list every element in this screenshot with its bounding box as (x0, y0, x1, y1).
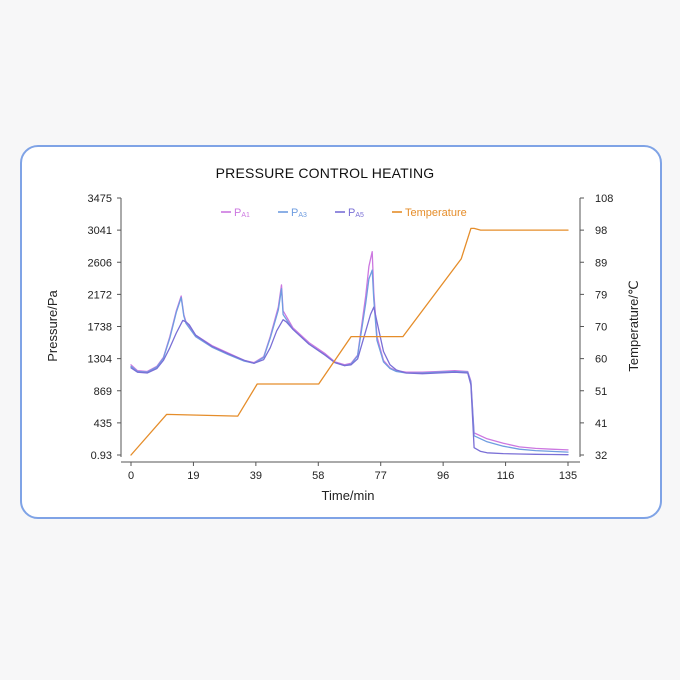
y-tick-label: 1738 (88, 322, 112, 334)
legend-entry-pa3: PA3 (278, 207, 307, 219)
x-tick-label: 96 (437, 470, 449, 482)
legend-label: PA1 (234, 207, 250, 219)
legend-label: PA5 (348, 207, 364, 219)
y2-tick-label: 51 (595, 386, 607, 398)
x-tick-label: 77 (375, 470, 387, 482)
y2-tick-label: 79 (595, 289, 607, 301)
y-tick-label: 2172 (88, 289, 112, 301)
y2-axis-title: Temperature/℃ (626, 280, 641, 371)
series-line-pa5 (130, 306, 569, 456)
y-tick-label: 435 (94, 418, 112, 430)
y2-tick-label: 108 (595, 193, 613, 205)
y2-tick-label: 89 (595, 257, 607, 269)
y2-tick-label: 32 (595, 450, 607, 462)
chart-title: PRESSURE CONTROL HEATING (216, 165, 435, 181)
x-tick-label: 19 (187, 470, 199, 482)
legend-label: PA3 (291, 207, 307, 219)
x-tick-label: 116 (497, 470, 515, 482)
y2-tick-label: 41 (595, 418, 607, 430)
x-axis-title: Time/min (322, 488, 375, 503)
y2-tick-label: 70 (595, 322, 607, 334)
x-tick-label: 0 (128, 470, 134, 482)
y-axis-title: Pressure/Pa (45, 289, 60, 361)
y2-tick-label: 98 (595, 225, 607, 237)
legend-label: Temperature (405, 207, 467, 219)
series-line-pa3 (130, 269, 569, 453)
legend: PA1 PA3 PA5 Temperature (221, 207, 467, 219)
series-line-temperature (130, 227, 569, 456)
y-tick-label: 3041 (88, 225, 112, 237)
y-tick-label: 1304 (88, 354, 112, 366)
y-tick-label: 0.93 (91, 450, 112, 462)
y-tick-label: 2606 (88, 257, 112, 269)
y-tick-label: 3475 (88, 193, 112, 205)
x-tick-label: 58 (312, 470, 324, 482)
axes (120, 198, 581, 463)
y2-tick-label: 60 (595, 354, 607, 366)
legend-entry-temperature: Temperature (392, 207, 467, 219)
ticks: 0.93 435 869 1304 1738 2172 2606 3041 3475 32 41 51… (88, 193, 614, 482)
plot-area (130, 227, 569, 456)
legend-entry-pa5: PA5 (335, 207, 364, 219)
series-line-pa1 (130, 250, 569, 451)
y-tick-label: 869 (94, 386, 112, 398)
x-tick-label: 39 (250, 470, 262, 482)
legend-entry-pa1: PA1 (221, 207, 250, 219)
chart-card (20, 145, 662, 519)
x-tick-label: 135 (559, 470, 577, 482)
